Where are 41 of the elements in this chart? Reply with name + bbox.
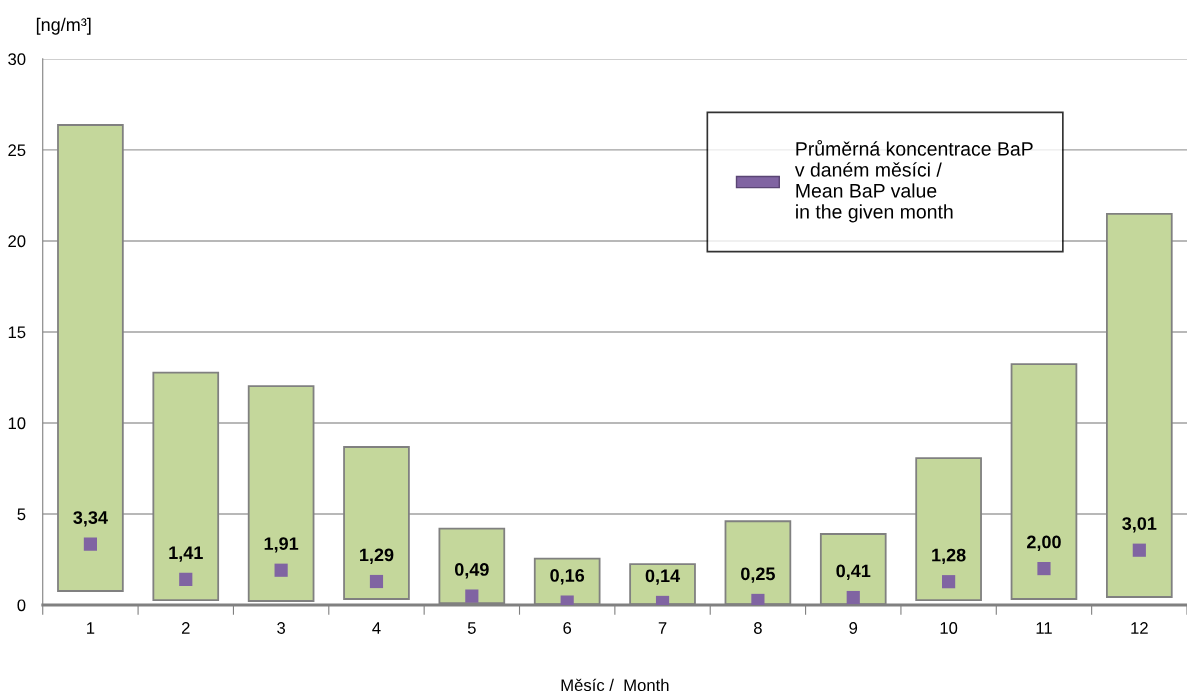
y-tick-label: 15	[8, 326, 26, 339]
legend-label: Průměrná koncentrace BaP v daném měsíci / Mean BaP value in the given month	[794, 139, 1033, 223]
bar	[1105, 212, 1173, 598]
y-tick-label: 25	[8, 144, 26, 157]
bar	[343, 446, 410, 600]
data-label: 0,16	[550, 569, 585, 585]
bar	[247, 385, 315, 602]
x-tick-label: 11	[1036, 622, 1052, 634]
bar	[1010, 363, 1078, 600]
y-tick-label: 5	[17, 508, 26, 521]
data-label: 2,00	[1027, 535, 1061, 551]
y-tick-label: 10	[8, 417, 26, 430]
x-tick-label: 7	[658, 622, 667, 634]
x-tick-label: 3	[277, 622, 286, 634]
bar	[152, 371, 220, 601]
data-label: 0,25	[741, 567, 775, 583]
x-tick-label: 10	[940, 622, 958, 634]
x-tick-label: 4	[372, 622, 381, 634]
x-tick-label: 6	[563, 622, 572, 634]
y-tick-label: 30	[8, 53, 26, 66]
y-tick-label: 20	[8, 235, 26, 248]
x-tick-label: 8	[753, 622, 762, 634]
data-label: 1,29	[360, 548, 394, 564]
x-axis-title: Měsíc / Month	[561, 678, 669, 692]
data-label: 1,28	[932, 548, 966, 565]
data-label: 1,91	[264, 537, 299, 553]
x-tick-label: 1	[87, 622, 95, 634]
x-tick-label: 2	[181, 622, 190, 634]
x-tick-label: 5	[467, 622, 476, 634]
y-tick-label: 0	[17, 599, 26, 612]
bar	[915, 457, 982, 601]
data-label: 0,41	[836, 564, 871, 580]
data-label: 1,41	[169, 546, 203, 562]
y-axis-title: [ng/m³]	[36, 17, 91, 35]
bar	[57, 124, 124, 592]
data-label: 0,14	[645, 569, 681, 585]
data-label: 3,01	[1122, 517, 1157, 533]
data-label: 0,49	[454, 563, 489, 579]
x-tick-label: 12	[1131, 622, 1148, 634]
x-tick-label: 9	[849, 622, 858, 634]
data-label: 3,34	[73, 511, 108, 527]
